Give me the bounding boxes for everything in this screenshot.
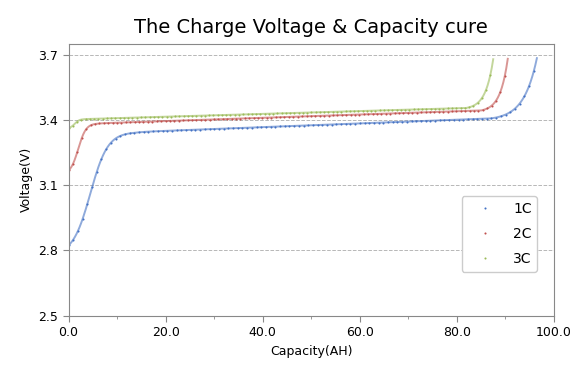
X-axis label: Capacity(AH): Capacity(AH) <box>270 345 352 357</box>
1C <box>489 116 496 120</box>
Line: 2C: 2C <box>67 58 509 171</box>
3C <box>318 110 325 115</box>
2C <box>504 57 511 61</box>
1C <box>460 117 467 122</box>
Legend: 1C, 2C, 3C: 1C, 2C, 3C <box>461 196 537 272</box>
2C <box>65 168 72 173</box>
3C <box>423 107 430 111</box>
2C <box>435 110 442 114</box>
Title: The Charge Voltage & Capacity cure: The Charge Voltage & Capacity cure <box>134 18 488 37</box>
1C <box>65 243 72 248</box>
1C <box>533 56 540 60</box>
3C <box>490 57 497 61</box>
3C <box>450 106 457 110</box>
Y-axis label: Voltage(V): Voltage(V) <box>19 147 33 212</box>
1C <box>344 122 351 126</box>
1C <box>352 121 359 126</box>
1C <box>343 122 349 126</box>
2C <box>463 109 470 113</box>
Line: 3C: 3C <box>67 58 494 129</box>
1C <box>67 241 74 246</box>
2C <box>327 113 333 118</box>
2C <box>67 167 74 171</box>
Line: 1C: 1C <box>67 57 538 247</box>
2C <box>325 113 332 118</box>
3C <box>65 126 72 130</box>
2C <box>334 113 341 117</box>
3C <box>67 125 74 130</box>
3C <box>316 110 323 115</box>
3C <box>325 110 332 114</box>
